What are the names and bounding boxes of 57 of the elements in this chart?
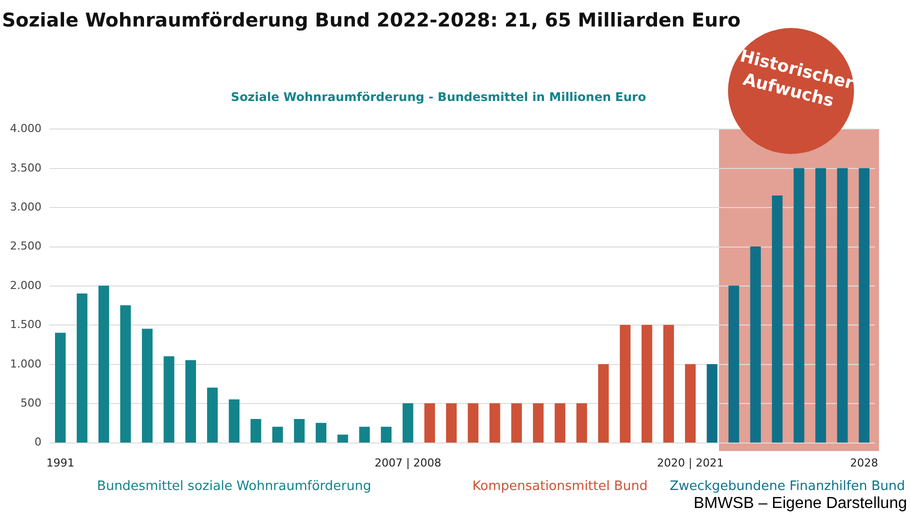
- bar: [468, 403, 478, 443]
- bar: [685, 364, 696, 443]
- y-tick-label: 500: [20, 396, 42, 410]
- bar: [576, 403, 588, 443]
- bar: [815, 168, 826, 443]
- bar: [98, 286, 110, 443]
- bar: [359, 426, 370, 443]
- text: Kompensationsmittel Bund: [472, 479, 648, 494]
- bar: [142, 328, 153, 443]
- bar: [728, 286, 740, 443]
- bar: [120, 305, 131, 443]
- bar: [446, 403, 457, 443]
- y-tick-label: 3.000: [10, 200, 42, 214]
- bar: [663, 324, 674, 443]
- bar: [250, 418, 262, 443]
- bar: [642, 324, 652, 443]
- bar: [490, 403, 500, 443]
- bar: [554, 403, 566, 443]
- bar: [294, 418, 305, 443]
- chart-subtitle: Soziale Wohnraumförderung - Bundesmittel in Millionen Euro: [230, 90, 646, 104]
- bar: [316, 422, 326, 443]
- y-tick-label: 4.000: [10, 122, 42, 136]
- bar: [228, 399, 240, 443]
- bar: [424, 403, 435, 443]
- bar: [532, 403, 544, 443]
- bar: [706, 364, 718, 443]
- y-tick-label: 1.500: [10, 318, 42, 332]
- bar: [76, 294, 88, 443]
- text: Bundesmittel soziale Wohnraumförderung: [97, 479, 372, 494]
- bar: [337, 434, 348, 443]
- bar: [750, 246, 761, 443]
- bar: [837, 168, 848, 443]
- bar: [794, 168, 804, 443]
- bar: [598, 364, 609, 443]
- text: BMWSB – Eigene Darstellung: [694, 495, 907, 513]
- text: Zweckgebundene Finanzhilfen Bund: [670, 479, 906, 494]
- bar: [620, 324, 631, 443]
- y-tick-label: 0: [34, 436, 42, 449]
- bar: [858, 168, 870, 443]
- y-tick-label: 3.500: [10, 161, 42, 174]
- bar: [272, 426, 283, 443]
- x-tick-label: 2028: [850, 456, 878, 470]
- chart-title: Soziale Wohnraumförderung Bund 2022-2028: 21, 65 Milliarden Euro: [2, 9, 741, 32]
- bar: [402, 403, 414, 443]
- y-tick-label: 1.000: [10, 357, 42, 370]
- bar: [164, 356, 174, 443]
- bar: [511, 403, 522, 443]
- bar: [207, 388, 218, 443]
- y-tick-label: 2.500: [10, 240, 42, 253]
- x-tick-label: 1991: [46, 456, 74, 470]
- bar: [380, 426, 392, 443]
- y-tick-label: 2.000: [10, 278, 42, 292]
- bar: [55, 332, 66, 443]
- bar: [772, 196, 783, 443]
- bar: [185, 360, 196, 443]
- x-tick-label: 2007 | 2008: [374, 456, 442, 470]
- x-tick-label: 2020 | 2021: [657, 456, 724, 470]
